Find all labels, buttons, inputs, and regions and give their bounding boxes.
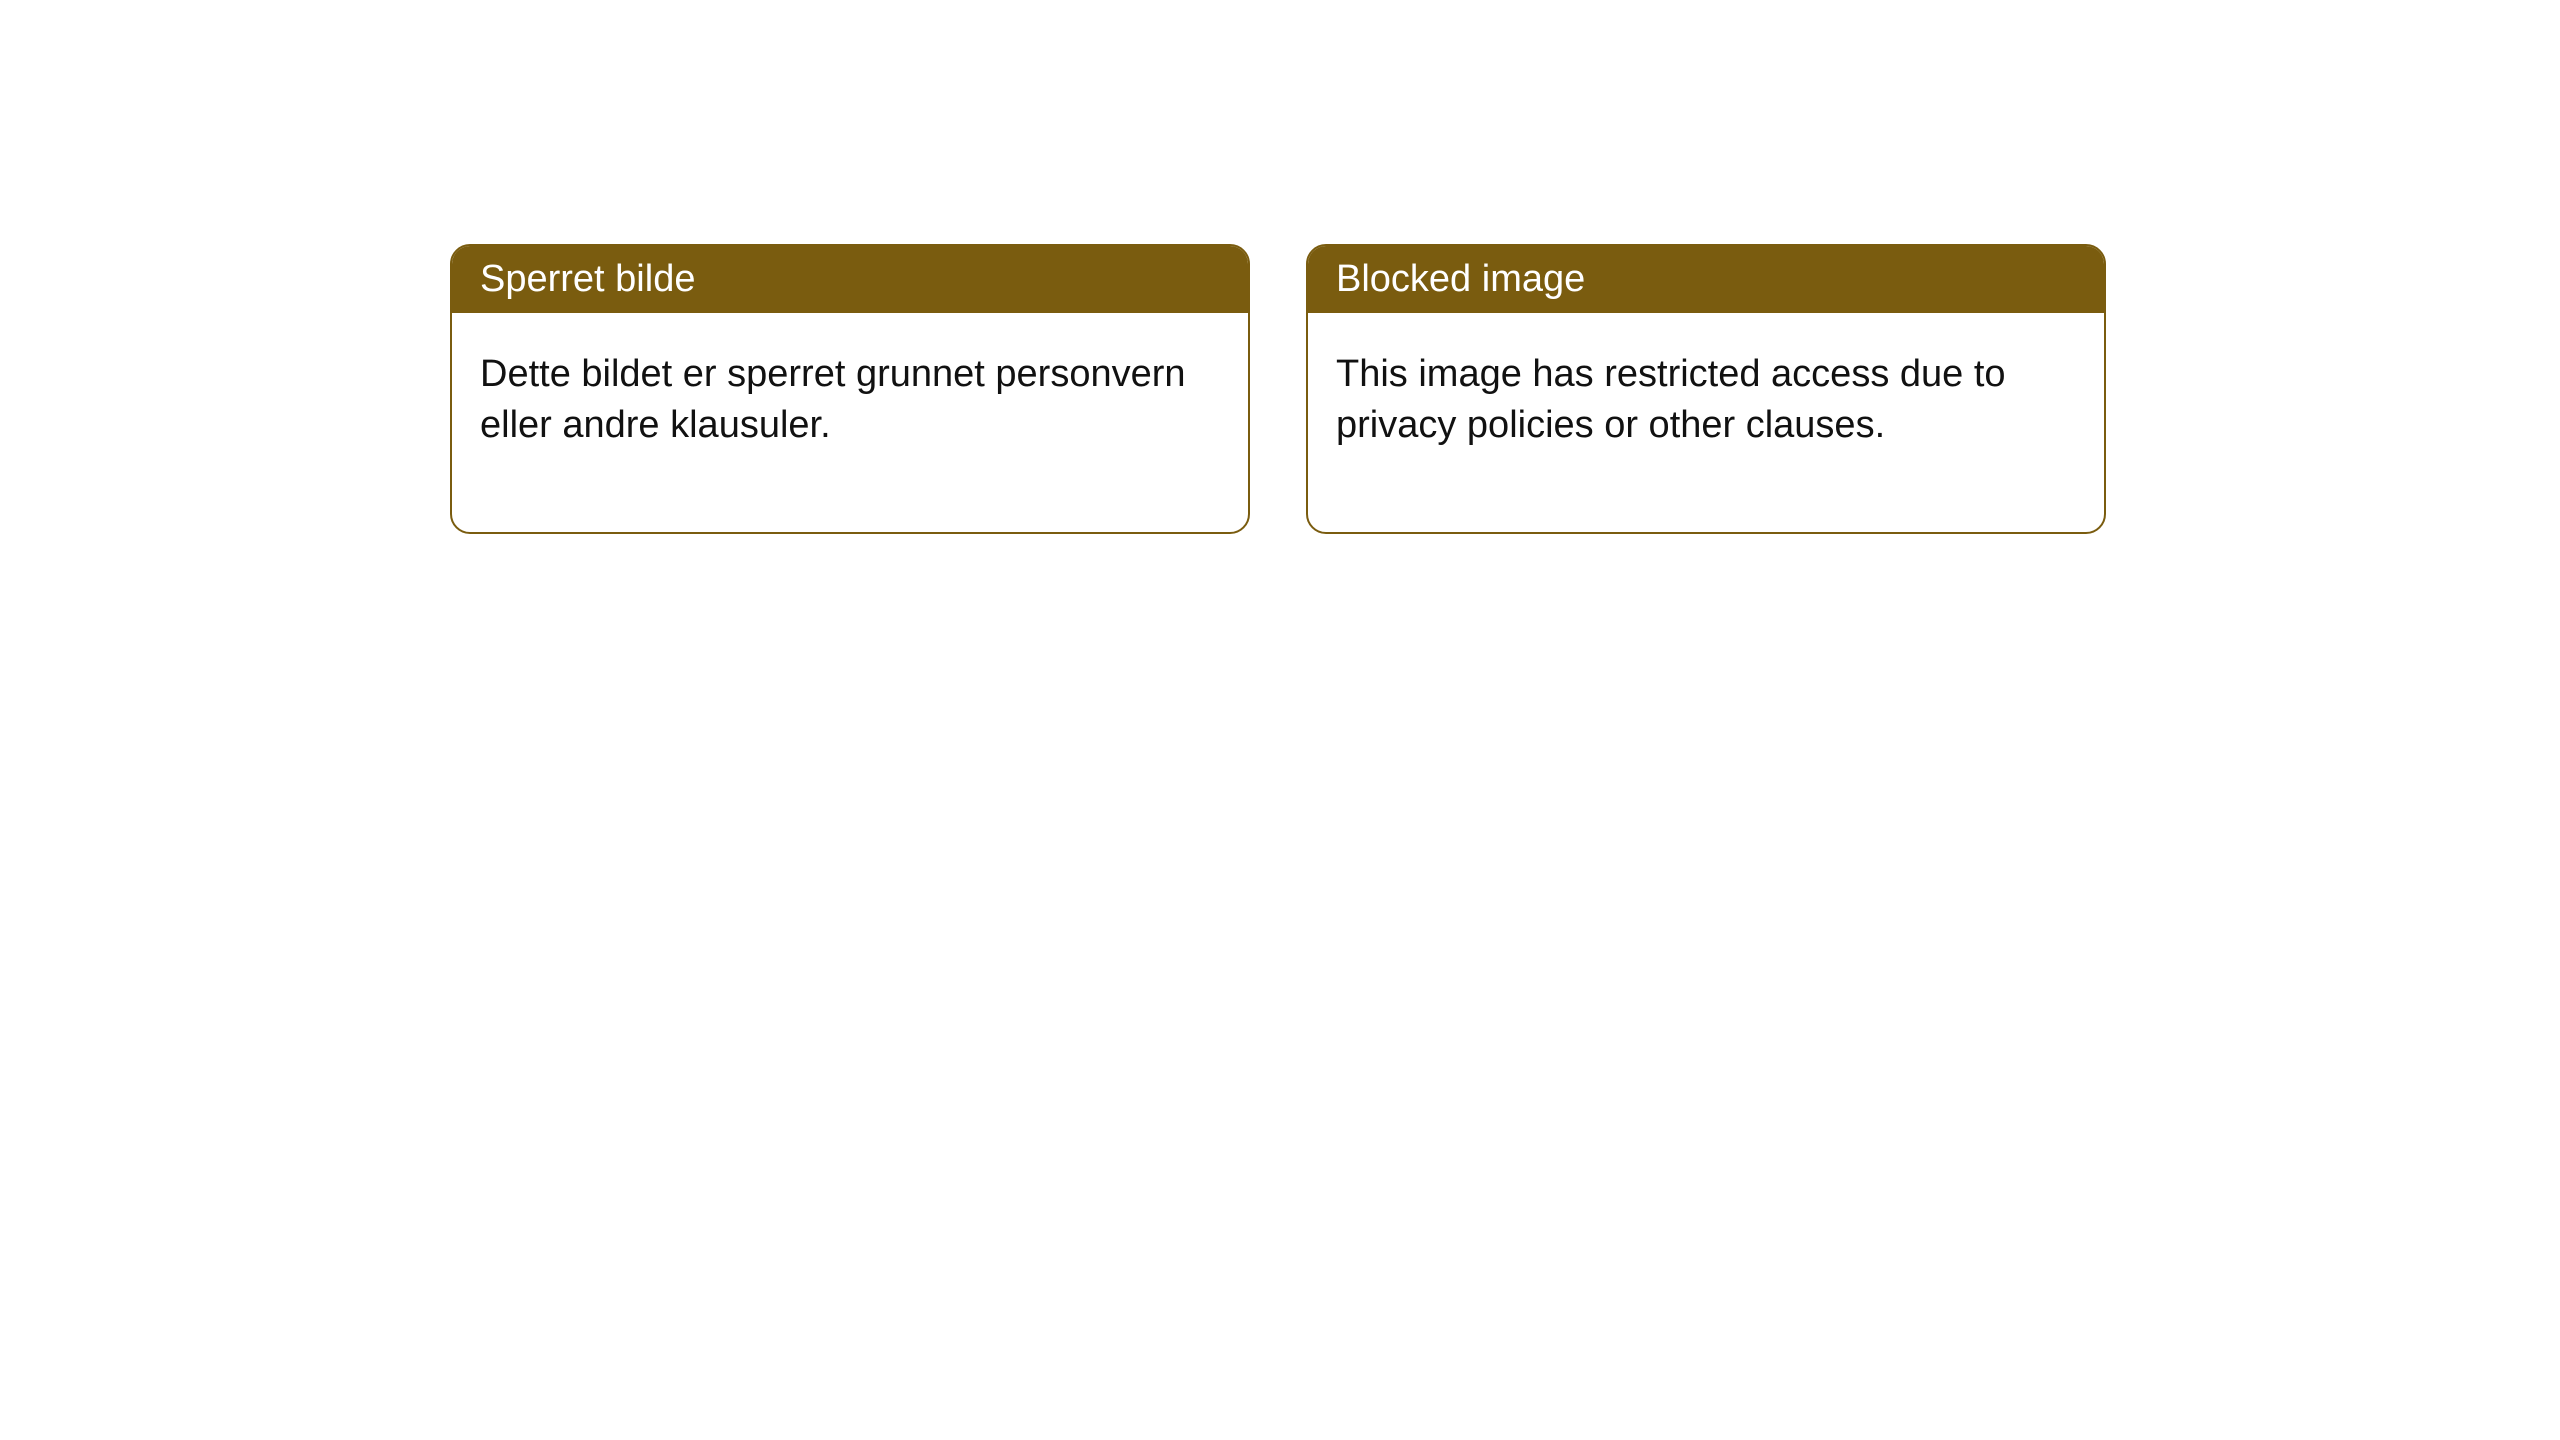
card-body-text: This image has restricted access due to …	[1336, 353, 2006, 446]
card-title: Sperret bilde	[480, 258, 695, 300]
blocked-image-card-no: Sperret bilde Dette bildet er sperret gr…	[450, 244, 1250, 534]
card-header: Sperret bilde	[452, 246, 1248, 313]
card-header: Blocked image	[1308, 246, 2104, 313]
card-title: Blocked image	[1336, 258, 1585, 300]
blocked-image-card-en: Blocked image This image has restricted …	[1306, 244, 2106, 534]
card-body-text: Dette bildet er sperret grunnet personve…	[480, 353, 1186, 446]
card-body: Dette bildet er sperret grunnet personve…	[452, 313, 1248, 532]
card-body: This image has restricted access due to …	[1308, 313, 2104, 532]
blocked-image-cards: Sperret bilde Dette bildet er sperret gr…	[450, 244, 2106, 534]
